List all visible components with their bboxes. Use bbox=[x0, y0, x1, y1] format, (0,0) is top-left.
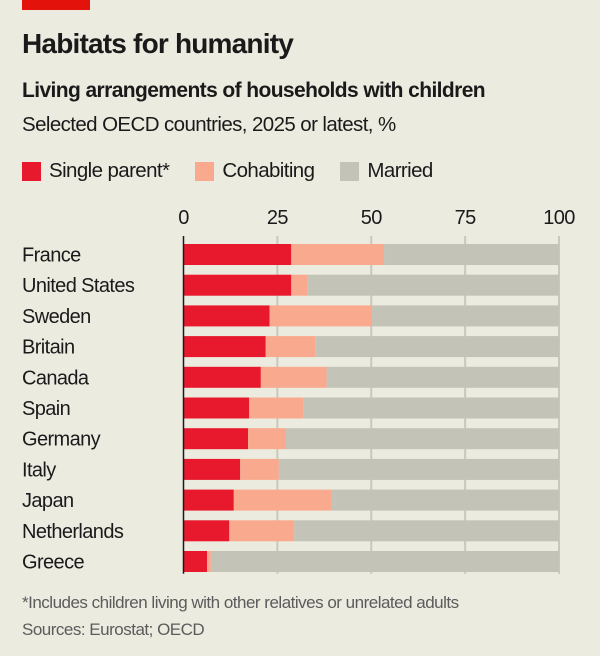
bar-segment bbox=[265, 336, 316, 358]
x-tick-label: 0 bbox=[178, 207, 189, 229]
bar-segment bbox=[183, 305, 270, 327]
x-tick-label: 75 bbox=[455, 207, 477, 229]
bar-segment bbox=[183, 397, 250, 419]
bar-segment bbox=[286, 428, 559, 450]
category-label: United States bbox=[22, 275, 135, 297]
bar-segment bbox=[372, 305, 559, 327]
bar-segment bbox=[233, 489, 332, 511]
bar-segment bbox=[269, 305, 373, 327]
legend-swatch bbox=[22, 161, 41, 181]
category-label: Italy bbox=[22, 459, 56, 481]
category-label: France bbox=[22, 245, 81, 267]
category-label: Spain bbox=[22, 398, 70, 420]
bar-segment bbox=[248, 428, 287, 450]
legend-item-cohabiting: Cohabiting bbox=[195, 159, 315, 183]
legend-label: Single parent* bbox=[49, 159, 170, 182]
bar-segment bbox=[183, 274, 292, 296]
bar-segment bbox=[183, 458, 241, 480]
legend-item-married: Married bbox=[340, 159, 433, 183]
bar-segment bbox=[229, 520, 295, 542]
category-label: Britain bbox=[22, 337, 75, 359]
category-label: Canada bbox=[22, 367, 90, 389]
bar-segment bbox=[303, 397, 559, 419]
bar-segment bbox=[384, 244, 559, 265]
bar-segment bbox=[249, 397, 304, 419]
bar-segment bbox=[183, 428, 249, 450]
x-tick-label: 100 bbox=[543, 207, 575, 229]
legend-item-single-parent: Single parent* bbox=[22, 159, 170, 183]
legend-swatch bbox=[195, 161, 215, 181]
chart-subtitle: Living arrangements of households with c… bbox=[22, 79, 486, 102]
category-label: Netherlands bbox=[22, 521, 124, 543]
x-tick-label: 50 bbox=[361, 207, 383, 229]
bar-segment bbox=[183, 520, 230, 542]
category-label: Sweden bbox=[22, 306, 91, 328]
bar-segment bbox=[260, 366, 327, 388]
bar-segment bbox=[183, 244, 292, 265]
category-label: Greece bbox=[22, 552, 84, 574]
bar-segment bbox=[315, 336, 559, 358]
legend-label: Married bbox=[367, 159, 433, 182]
legend: Single parent* Cohabiting Married bbox=[22, 159, 459, 183]
bar-segment bbox=[294, 520, 559, 542]
bar-segment bbox=[326, 366, 559, 388]
brand-bar bbox=[22, 0, 90, 10]
bar-segment bbox=[183, 489, 234, 511]
bar-segment bbox=[291, 274, 308, 296]
bar-segment bbox=[183, 336, 266, 358]
bar-segment bbox=[278, 458, 559, 480]
bar-segment bbox=[210, 551, 559, 572]
footnote: *Includes children living with other rel… bbox=[22, 593, 459, 612]
category-label: Germany bbox=[22, 429, 101, 451]
x-tick-label: 25 bbox=[267, 207, 289, 229]
bar-segment bbox=[331, 489, 559, 511]
bar-segment bbox=[183, 366, 261, 388]
bar-segment bbox=[183, 551, 208, 572]
legend-swatch bbox=[340, 161, 360, 181]
bar-segment bbox=[291, 244, 385, 265]
chart-subsubtitle: Selected OECD countries, 2025 or latest,… bbox=[22, 113, 396, 136]
legend-label: Cohabiting bbox=[222, 159, 315, 182]
bar-segment bbox=[207, 551, 211, 572]
chart-title: Habitats for humanity bbox=[22, 28, 294, 59]
source: Sources: Eurostat; OECD bbox=[22, 620, 205, 639]
bar-segment bbox=[307, 274, 559, 296]
bar-segment bbox=[240, 458, 279, 480]
category-label: Japan bbox=[22, 490, 74, 512]
